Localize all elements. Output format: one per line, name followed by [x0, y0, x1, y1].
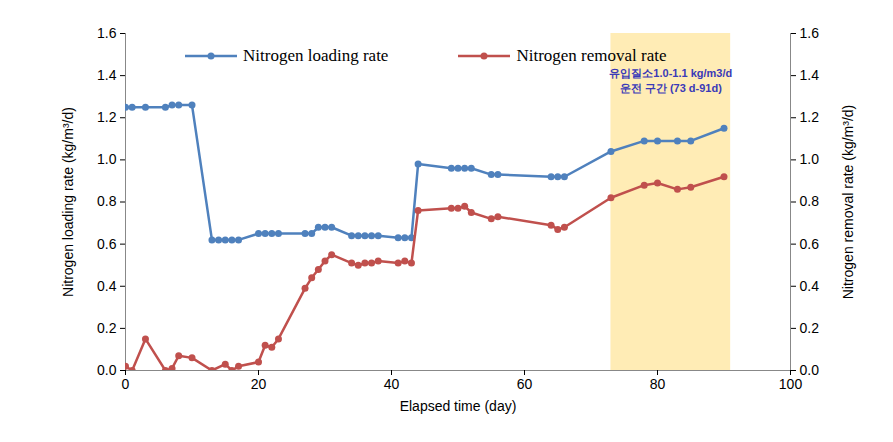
svg-text:Elapsed time (day): Elapsed time (day) — [400, 398, 517, 414]
svg-text:0.8: 0.8 — [97, 193, 117, 209]
svg-text:0.4: 0.4 — [800, 278, 820, 294]
svg-text:60: 60 — [517, 376, 533, 392]
svg-text:0: 0 — [122, 376, 130, 392]
svg-text:0.2: 0.2 — [97, 320, 117, 336]
svg-text:0.4: 0.4 — [97, 278, 117, 294]
svg-text:1.4: 1.4 — [800, 67, 820, 83]
svg-text:100: 100 — [779, 376, 803, 392]
svg-text:유입질소1.0-1.1 kg/m3/d: 유입질소1.0-1.1 kg/m3/d — [609, 67, 732, 79]
svg-text:1.6: 1.6 — [97, 25, 117, 41]
svg-text:80: 80 — [650, 376, 666, 392]
svg-text:0.6: 0.6 — [800, 236, 820, 252]
html-text:Nitrogen removal rate: Nitrogen removal rate — [516, 46, 667, 65]
svg-text:운전 구간 (73 d-91d): 운전 구간 (73 d-91d) — [620, 82, 722, 94]
html-text:Nitrogen loading rate: Nitrogen loading rate — [243, 46, 389, 65]
svg-text:0.6: 0.6 — [97, 236, 117, 252]
svg-text:1.2: 1.2 — [800, 109, 820, 125]
svg-text:1.0: 1.0 — [97, 151, 117, 167]
svg-text:1.6: 1.6 — [800, 25, 820, 41]
svg-text:Nitrogen loading rate (kg/m³/d: Nitrogen loading rate (kg/m³/d) — [60, 107, 76, 297]
svg-text:0.0: 0.0 — [800, 362, 820, 378]
svg-text:0.2: 0.2 — [800, 320, 820, 336]
svg-text:20: 20 — [251, 376, 267, 392]
svg-text:Nitrogen removal rate (kg/m³/d: Nitrogen removal rate (kg/m³/d) — [840, 105, 856, 300]
svg-text:0.8: 0.8 — [800, 193, 820, 209]
svg-text:1.2: 1.2 — [97, 109, 117, 125]
svg-text:1.4: 1.4 — [97, 67, 117, 83]
svg-text:40: 40 — [384, 376, 400, 392]
svg-text:1.0: 1.0 — [800, 151, 820, 167]
svg-text:0.0: 0.0 — [97, 362, 117, 378]
